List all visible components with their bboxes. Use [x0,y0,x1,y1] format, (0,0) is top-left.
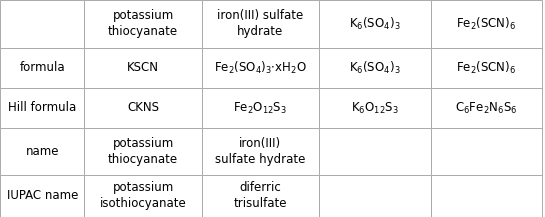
Bar [84,0,202,48]
Text: iron(III) sulfate
hydrate: iron(III) sulfate hydrate [217,9,304,38]
Text: KSCN: KSCN [127,61,159,74]
Text: $\mathrm{Fe_2(SO_4)_3{\cdot}xH_2O}$: $\mathrm{Fe_2(SO_4)_3{\cdot}xH_2O}$ [214,60,307,76]
Text: potassium
thiocyanate: potassium thiocyanate [108,9,178,38]
Bar [319,0,431,48]
Bar [0,48,84,88]
Bar [431,0,542,48]
Text: $\mathrm{K_6(SO_4)_3}$: $\mathrm{K_6(SO_4)_3}$ [349,16,401,32]
Bar [319,88,431,128]
Bar [319,128,431,175]
Bar [431,175,542,217]
Bar [431,48,542,88]
Text: diferric
trisulfate: diferric trisulfate [233,181,287,210]
Bar [319,175,431,217]
Text: $\mathrm{K_6(SO_4)_3}$: $\mathrm{K_6(SO_4)_3}$ [349,60,401,76]
Bar [202,175,319,217]
Bar [319,48,431,88]
Text: potassium
isothiocyanate: potassium isothiocyanate [100,181,186,210]
Text: $\mathrm{Fe_2(SCN)_6}$: $\mathrm{Fe_2(SCN)_6}$ [456,60,517,76]
Bar [431,88,542,128]
Bar [0,128,84,175]
Bar [202,128,319,175]
Bar [84,48,202,88]
Bar [202,88,319,128]
Text: $\mathrm{Fe_2(SCN)_6}$: $\mathrm{Fe_2(SCN)_6}$ [456,16,517,32]
Text: CKNS: CKNS [127,102,159,114]
Text: $\mathrm{K_6O_{12}S_3}$: $\mathrm{K_6O_{12}S_3}$ [351,100,398,115]
Text: formula: formula [20,61,65,74]
Text: name: name [26,145,59,158]
Text: $\mathrm{Fe_2O_{12}S_3}$: $\mathrm{Fe_2O_{12}S_3}$ [233,100,287,115]
Bar [84,175,202,217]
Bar [0,175,84,217]
Text: Hill formula: Hill formula [8,102,76,114]
Text: potassium
thiocyanate: potassium thiocyanate [108,137,178,166]
Bar [84,88,202,128]
Bar [0,0,84,48]
Text: $\mathrm{C_6Fe_2N_6S_6}$: $\mathrm{C_6Fe_2N_6S_6}$ [455,100,518,115]
Bar [202,0,319,48]
Bar [431,128,542,175]
Text: IUPAC name: IUPAC name [7,189,78,202]
Bar [0,88,84,128]
Bar [202,48,319,88]
Text: iron(III)
sulfate hydrate: iron(III) sulfate hydrate [215,137,305,166]
Bar [84,128,202,175]
